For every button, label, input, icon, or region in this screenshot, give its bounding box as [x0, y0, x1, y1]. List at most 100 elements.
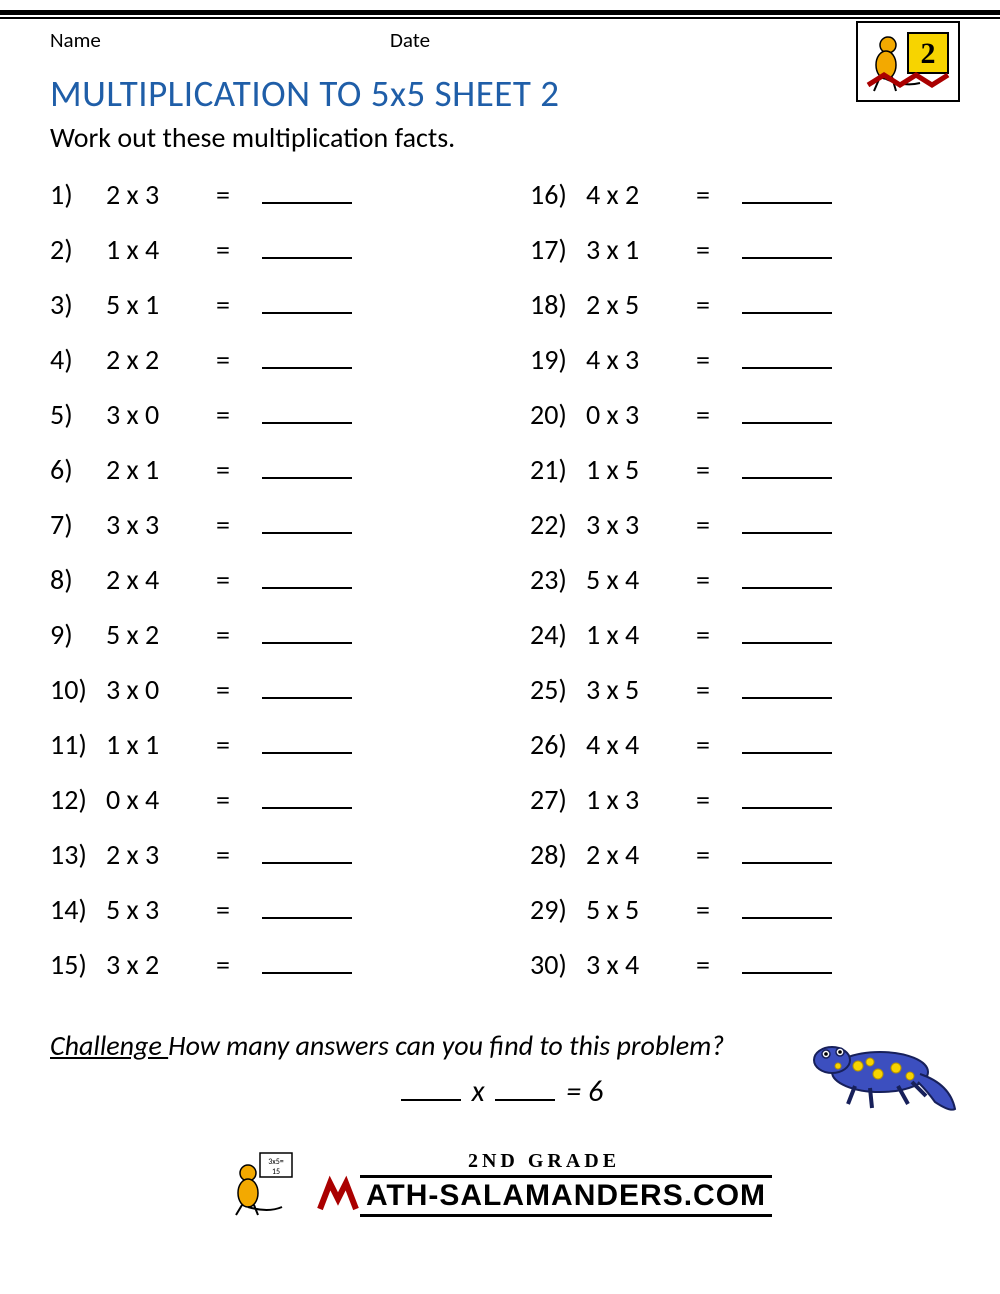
problem-row: 13)2 x 3=	[50, 837, 470, 892]
answer-blank[interactable]	[742, 343, 832, 368]
problem-number: 2)	[50, 232, 106, 267]
name-label: Name	[50, 27, 390, 53]
answer-blank[interactable]	[262, 948, 352, 973]
equals-sign: =	[216, 562, 262, 597]
answer-blank[interactable]	[262, 398, 352, 423]
challenge-blank-1[interactable]	[401, 1075, 461, 1101]
svg-text:2: 2	[921, 37, 936, 70]
answer-blank[interactable]	[262, 343, 352, 368]
answer-blank[interactable]	[742, 673, 832, 698]
answer-blank[interactable]	[262, 618, 352, 643]
problem-row: 28)2 x 4=	[530, 837, 950, 892]
equals-sign: =	[696, 177, 742, 212]
problem-row: 1)2 x 3=	[50, 177, 470, 232]
answer-blank[interactable]	[742, 783, 832, 808]
answer-blank[interactable]	[262, 673, 352, 698]
problem-number: 6)	[50, 452, 106, 487]
problem-row: 11)1 x 1=	[50, 727, 470, 782]
problem-row: 3)5 x 1=	[50, 287, 470, 342]
problem-row: 30)3 x 4=	[530, 947, 950, 1002]
answer-blank[interactable]	[742, 893, 832, 918]
challenge-blank-2[interactable]	[495, 1075, 555, 1101]
answer-blank[interactable]	[262, 233, 352, 258]
grade-badge: 2	[856, 21, 960, 102]
answer-blank[interactable]	[262, 728, 352, 753]
equals-sign: =	[216, 892, 262, 927]
problem-expression: 5 x 3	[106, 892, 216, 927]
problem-row: 10)3 x 0=	[50, 672, 470, 727]
problem-number: 18)	[530, 287, 586, 322]
problem-expression: 2 x 4	[106, 562, 216, 597]
equals-sign: =	[216, 287, 262, 322]
equals-sign: =	[696, 287, 742, 322]
svg-text:3x5=: 3x5=	[268, 1157, 284, 1167]
problem-expression: 2 x 5	[586, 287, 696, 322]
problem-row: 23)5 x 4=	[530, 562, 950, 617]
answer-blank[interactable]	[262, 508, 352, 533]
answer-blank[interactable]	[742, 618, 832, 643]
problem-expression: 3 x 0	[106, 672, 216, 707]
answer-blank[interactable]	[262, 563, 352, 588]
problem-expression: 4 x 2	[586, 177, 696, 212]
problem-row: 20)0 x 3=	[530, 397, 950, 452]
problem-row: 7)3 x 3=	[50, 507, 470, 562]
problem-number: 20)	[530, 397, 586, 432]
answer-blank[interactable]	[742, 563, 832, 588]
problem-row: 24)1 x 4=	[530, 617, 950, 672]
challenge-x: x	[472, 1073, 485, 1110]
problem-expression: 2 x 4	[586, 837, 696, 872]
answer-blank[interactable]	[742, 948, 832, 973]
problem-expression: 3 x 4	[586, 947, 696, 982]
equals-sign: =	[216, 672, 262, 707]
equals-sign: =	[696, 452, 742, 487]
answer-blank[interactable]	[742, 233, 832, 258]
problem-number: 5)	[50, 397, 106, 432]
answer-blank[interactable]	[742, 838, 832, 863]
top-rule-thin	[0, 17, 1000, 19]
answer-blank[interactable]	[742, 288, 832, 313]
problem-row: 19)4 x 3=	[530, 342, 950, 397]
answer-blank[interactable]	[262, 783, 352, 808]
problem-expression: 4 x 4	[586, 727, 696, 762]
problem-number: 9)	[50, 617, 106, 652]
problem-row: 6)2 x 1=	[50, 452, 470, 507]
equals-sign: =	[696, 727, 742, 762]
answer-blank[interactable]	[742, 508, 832, 533]
equals-sign: =	[216, 342, 262, 377]
problem-expression: 3 x 3	[586, 507, 696, 542]
answer-blank[interactable]	[262, 838, 352, 863]
equals-sign: =	[696, 672, 742, 707]
answer-blank[interactable]	[742, 728, 832, 753]
answer-blank[interactable]	[262, 288, 352, 313]
problem-number: 28)	[530, 837, 586, 872]
problem-row: 22)3 x 3=	[530, 507, 950, 562]
problem-expression: 0 x 4	[106, 782, 216, 817]
problem-row: 12)0 x 4=	[50, 782, 470, 837]
problem-expression: 4 x 3	[586, 342, 696, 377]
problem-number: 24)	[530, 617, 586, 652]
challenge-text: How many answers can you find to this pr…	[168, 1028, 724, 1063]
problem-number: 30)	[530, 947, 586, 982]
answer-blank[interactable]	[262, 893, 352, 918]
svg-text:15: 15	[272, 1167, 280, 1177]
problem-number: 11)	[50, 727, 106, 762]
answer-blank[interactable]	[742, 398, 832, 423]
problem-expression: 3 x 1	[586, 232, 696, 267]
problem-number: 22)	[530, 507, 586, 542]
equals-sign: =	[696, 837, 742, 872]
instruction-text: Work out these multiplication facts.	[50, 120, 1000, 155]
answer-blank[interactable]	[742, 453, 832, 478]
problem-number: 29)	[530, 892, 586, 927]
problem-expression: 3 x 0	[106, 397, 216, 432]
answer-blank[interactable]	[262, 178, 352, 203]
equals-sign: =	[696, 562, 742, 597]
footer: 3x5= 15 2ND GRADE ATH-SALAMANDERS.COM	[0, 1150, 1000, 1222]
problem-number: 13)	[50, 837, 106, 872]
problem-number: 19)	[530, 342, 586, 377]
equals-sign: =	[216, 507, 262, 542]
answer-blank[interactable]	[742, 178, 832, 203]
problem-row: 21)1 x 5=	[530, 452, 950, 507]
footer-site: ATH-SALAMANDERS.COM	[360, 1175, 772, 1217]
answer-blank[interactable]	[262, 453, 352, 478]
equals-sign: =	[216, 232, 262, 267]
